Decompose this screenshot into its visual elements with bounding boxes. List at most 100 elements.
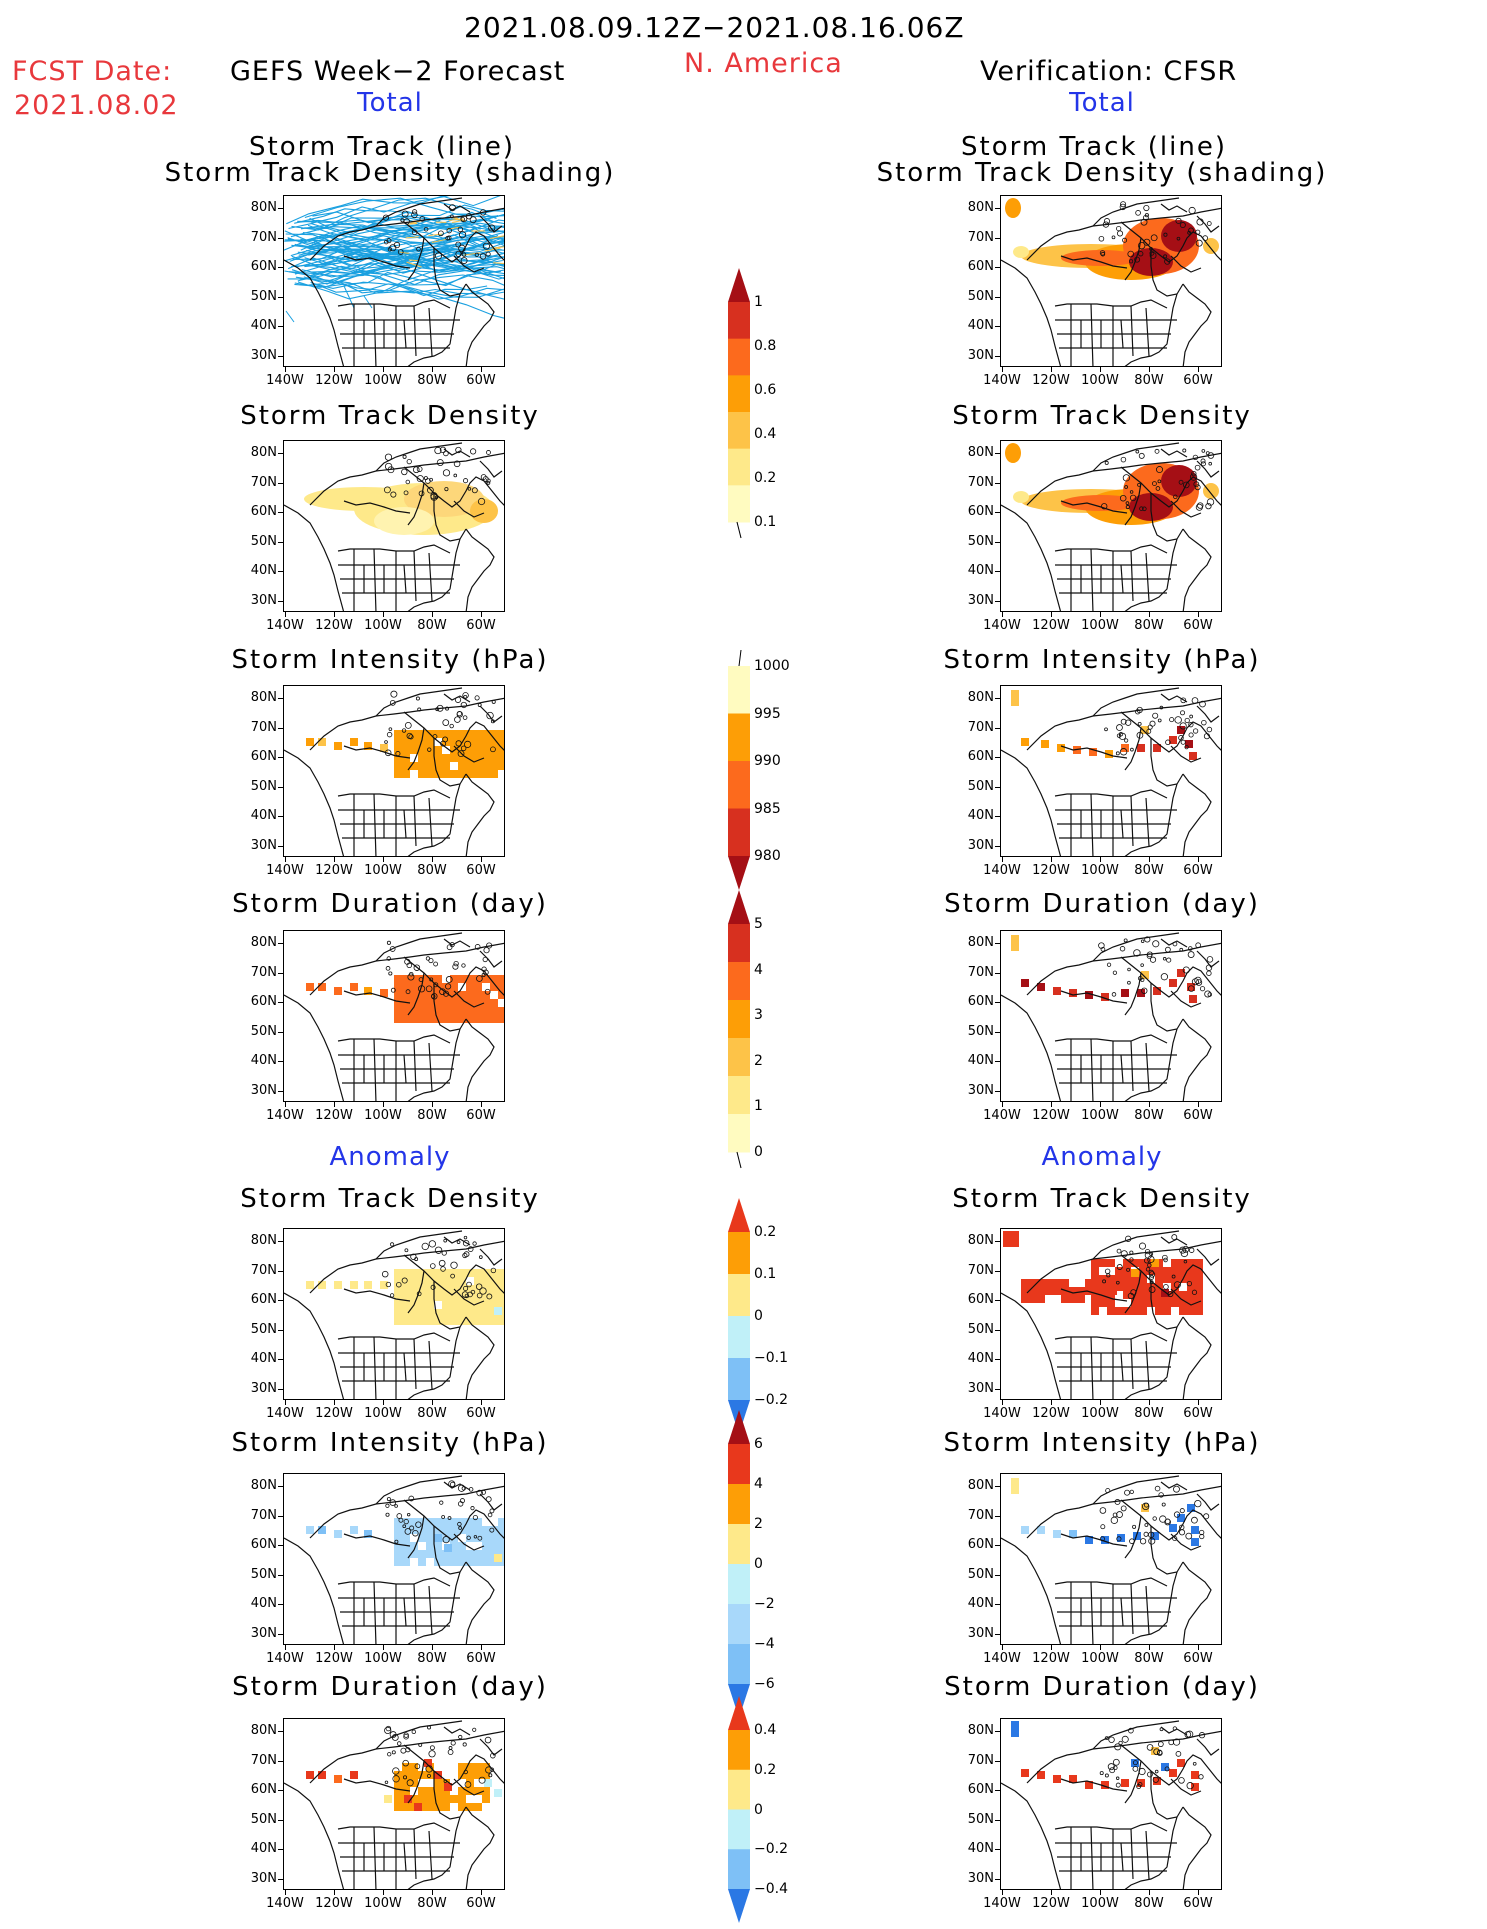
lon-label: 80W <box>1124 619 1174 632</box>
lat-label: 60N <box>954 1293 994 1306</box>
lon-label: 100W <box>1075 1407 1125 1420</box>
lon-label: 140W <box>260 1652 310 1665</box>
lat-tick <box>995 453 1000 454</box>
lat-tick <box>995 1634 1000 1635</box>
lon-label: 120W <box>1026 1109 1076 1122</box>
lat-label: 80N <box>954 936 994 949</box>
lon-label: 60W <box>456 1109 506 1122</box>
lat-label: 70N <box>237 476 277 489</box>
lat-label: 30N <box>237 1382 277 1395</box>
lat-label: 60N <box>954 1783 994 1796</box>
lat-tick <box>995 698 1000 699</box>
left-anomaly-label: Anomaly <box>240 1144 540 1170</box>
lat-label: 40N <box>237 1597 277 1610</box>
lon-tick <box>1149 857 1150 862</box>
lon-label: 80W <box>407 374 457 387</box>
lat-label: 70N <box>954 1754 994 1767</box>
lon-label: 140W <box>260 619 310 632</box>
lat-tick <box>995 1359 1000 1360</box>
lat-tick <box>278 1879 283 1880</box>
lat-label: 80N <box>954 1234 994 1247</box>
lat-tick <box>278 1820 283 1821</box>
lon-tick <box>481 1890 482 1895</box>
colorbar-tick-label: 0.2 <box>754 471 776 485</box>
lat-tick <box>278 326 283 327</box>
right-total-label: Total <box>952 90 1252 116</box>
lon-tick <box>1100 1890 1101 1895</box>
lat-tick <box>278 1241 283 1242</box>
lon-tick <box>383 1400 384 1405</box>
lat-label: 50N <box>237 1323 277 1336</box>
lon-label: 80W <box>407 619 457 632</box>
lon-tick <box>383 612 384 617</box>
lon-label: 140W <box>977 1407 1027 1420</box>
lon-tick <box>334 857 335 862</box>
fcst-date-value: 2021.08.02 <box>14 92 179 119</box>
lat-label: 70N <box>237 721 277 734</box>
lon-tick <box>1002 367 1003 372</box>
lat-label: 80N <box>237 446 277 459</box>
lat-tick <box>278 1516 283 1517</box>
lat-label: 80N <box>237 1724 277 1737</box>
lon-tick <box>1002 857 1003 862</box>
lon-label: 140W <box>977 864 1027 877</box>
lat-tick <box>995 1032 1000 1033</box>
right-anom-density-title: Storm Track Density <box>842 1186 1362 1212</box>
lat-label: 60N <box>237 995 277 1008</box>
lon-label: 60W <box>1173 1407 1223 1420</box>
right-anom-intensity-map-svg <box>1001 1474 1222 1645</box>
lon-tick <box>1198 1102 1199 1107</box>
lon-tick <box>1100 367 1101 372</box>
lon-tick <box>383 367 384 372</box>
left-anom-density-title: Storm Track Density <box>130 1186 650 1212</box>
left-column-title: GEFS Week−2 Forecast <box>230 58 565 85</box>
lon-tick <box>334 612 335 617</box>
lon-tick <box>481 857 482 862</box>
lat-label: 60N <box>954 750 994 763</box>
lat-tick <box>278 512 283 513</box>
lat-label: 80N <box>237 936 277 949</box>
duration-colorbar-swatch <box>728 962 750 1001</box>
lon-tick <box>334 1645 335 1650</box>
lon-tick <box>1198 1890 1199 1895</box>
lon-tick <box>1100 1400 1101 1405</box>
lon-label: 120W <box>309 1897 359 1910</box>
lat-tick <box>995 1330 1000 1331</box>
lat-label: 50N <box>954 1323 994 1336</box>
lon-tick <box>285 367 286 372</box>
lat-tick <box>995 1271 1000 1272</box>
lat-tick <box>278 208 283 209</box>
left-duration-map-svg <box>284 931 505 1102</box>
lon-label: 140W <box>260 374 310 387</box>
lon-tick <box>334 367 335 372</box>
right-track-shading-title: Storm Track Density (shading) <box>842 160 1362 186</box>
lat-label: 80N <box>954 691 994 704</box>
lat-tick <box>995 1604 1000 1605</box>
anom-intensity-colorbar-swatch <box>728 1644 750 1685</box>
lon-tick <box>1051 1102 1052 1107</box>
lon-tick <box>383 857 384 862</box>
lat-tick <box>278 1300 283 1301</box>
colorbar-tick-label: −4 <box>754 1637 775 1651</box>
colorbar-tick-label: −0.2 <box>754 1842 788 1856</box>
left-intensity-title: Storm Intensity (hPa) <box>130 647 650 673</box>
right-track-line-map-svg <box>1001 196 1222 367</box>
lat-label: 30N <box>954 839 994 852</box>
lat-tick <box>995 846 1000 847</box>
lon-tick <box>383 1102 384 1107</box>
colorbar-tick-label: 0 <box>754 1557 763 1571</box>
lat-label: 60N <box>954 995 994 1008</box>
left-density-map-svg <box>284 441 505 612</box>
lon-tick <box>1198 367 1199 372</box>
left-anom-intensity-map-svg <box>284 1474 505 1645</box>
lat-label: 60N <box>237 1538 277 1551</box>
lon-label: 120W <box>1026 1652 1076 1665</box>
lat-label: 80N <box>954 201 994 214</box>
lat-tick <box>995 1061 1000 1062</box>
lat-label: 40N <box>954 564 994 577</box>
lon-label: 120W <box>1026 1897 1076 1910</box>
lon-tick <box>1198 857 1199 862</box>
lat-label: 50N <box>237 1568 277 1581</box>
density-colorbar-swatch <box>728 339 750 376</box>
lon-tick <box>1198 1645 1199 1650</box>
